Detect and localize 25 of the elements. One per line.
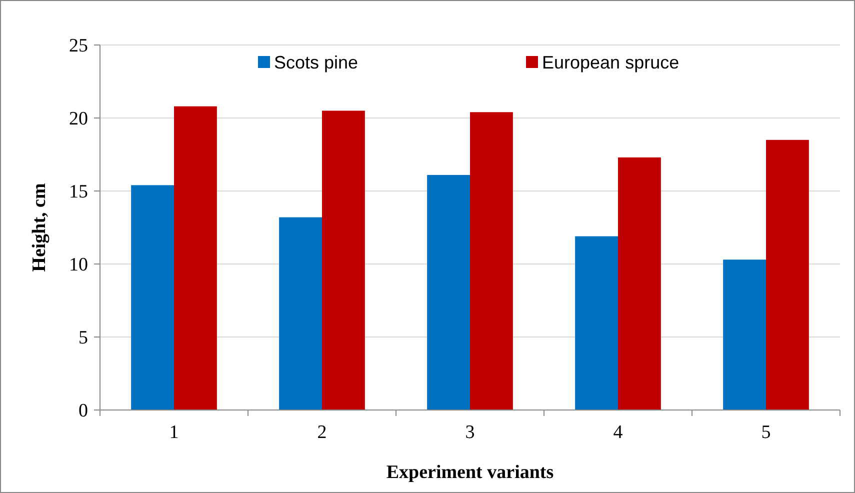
bar [470, 112, 513, 410]
bar [618, 157, 661, 410]
x-axis-title: Experiment variants [386, 462, 554, 483]
y-tick-label: 0 [78, 400, 88, 422]
bar [131, 185, 174, 410]
legend-label: European spruce [542, 52, 680, 72]
y-axis-title: Height, cm [29, 183, 50, 272]
bar [427, 174, 470, 410]
bar [279, 217, 322, 410]
x-tick-label: 5 [761, 422, 771, 443]
x-tick-label: 3 [465, 422, 475, 443]
x-tick-label: 1 [169, 422, 179, 443]
y-tick-label: 20 [69, 108, 88, 130]
y-tick-label: 5 [78, 328, 88, 349]
y-tick-label: 10 [69, 254, 88, 276]
x-tick-label: 2 [317, 422, 327, 443]
x-tick-label: 4 [613, 422, 624, 443]
bar [723, 260, 766, 410]
y-tick-label: 15 [69, 182, 88, 203]
bar [766, 140, 809, 410]
bar [174, 106, 217, 410]
bar [575, 236, 618, 410]
y-tick-label: 25 [69, 36, 88, 57]
legend-label: Scots pine [274, 52, 358, 72]
bar [322, 110, 365, 410]
